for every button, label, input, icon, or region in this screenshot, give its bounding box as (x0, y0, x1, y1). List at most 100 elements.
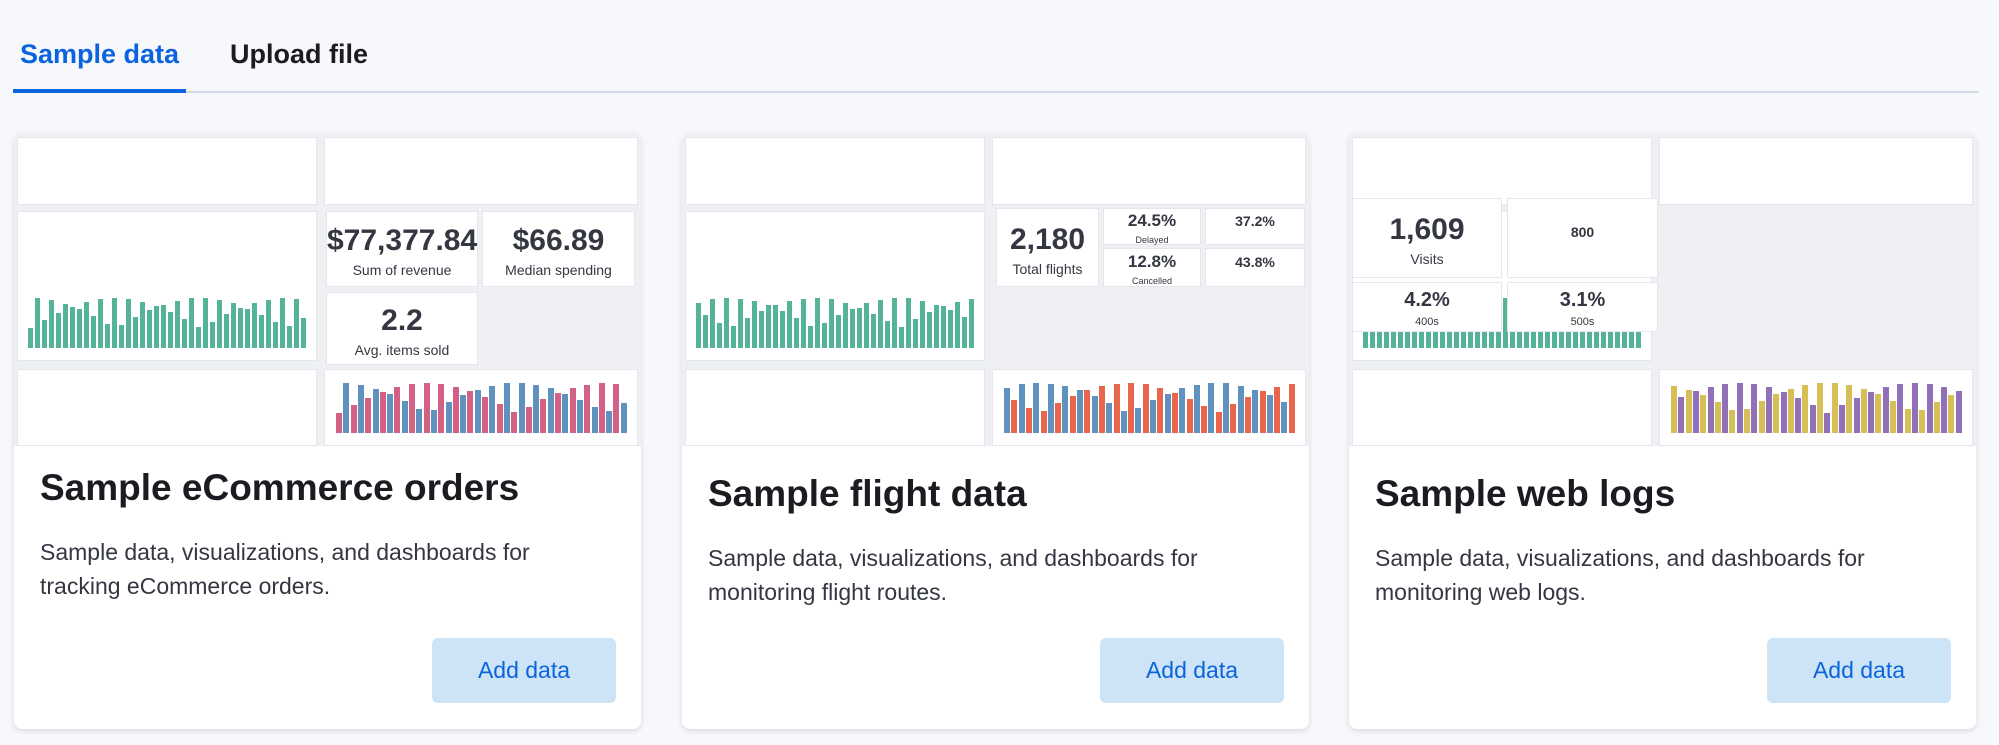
metric-value: 43.8% (1235, 253, 1275, 270)
preview-bar (224, 314, 229, 348)
metric-label: 500s (1570, 315, 1595, 328)
preview-bar (1838, 405, 1845, 433)
preview-bar (423, 383, 430, 433)
metric-panel: 43.8% (1205, 248, 1305, 287)
preview-bar (1179, 388, 1186, 433)
card-title: Sample web logs (1375, 473, 1676, 514)
preview-bar (175, 300, 180, 348)
preview-bar (350, 405, 357, 433)
metric-value: 2,180 (1009, 222, 1086, 256)
dashboard-preview: $77,377.84 Sum of revenue $66.89 Median spe… (14, 133, 641, 446)
preview-bar (1503, 298, 1508, 348)
preview-bar (1765, 387, 1772, 433)
preview-bar (452, 386, 459, 433)
preview-bar (217, 299, 222, 348)
preview-bar (920, 300, 925, 348)
preview-bar (1274, 386, 1281, 433)
preview-bar (934, 304, 939, 348)
preview-bar (1751, 384, 1758, 433)
preview-bar (1911, 383, 1918, 433)
preview-bar (91, 316, 96, 348)
card-description: Sample data, visualizations, and dashboa… (40, 539, 530, 599)
preview-bar (591, 407, 598, 433)
preview-bar (259, 314, 264, 348)
preview-bar (717, 322, 722, 348)
metric-value: 24.5% (1127, 211, 1177, 230)
preview-bar (168, 312, 173, 348)
preview-bar (210, 321, 215, 348)
preview-bar (1831, 383, 1838, 433)
preview-bar (126, 298, 131, 348)
metric-value: 3.1% (1559, 288, 1606, 311)
metric-panel: 4.2% 400s (1352, 282, 1502, 332)
preview-bar (273, 322, 278, 348)
metric-label: Avg. items sold (354, 341, 450, 358)
preview-bar (266, 299, 271, 348)
preview-bar (1433, 323, 1438, 348)
preview-bar (703, 315, 708, 348)
preview-bar (1722, 383, 1729, 433)
preview-bar (372, 389, 379, 433)
preview-bar (766, 305, 771, 348)
dashboard-preview: 2,180 Total flights 24.5% Delayed 37.2% 12.8%… (682, 133, 1309, 446)
preview-bar (1040, 410, 1047, 433)
metric-value: 1,609 (1389, 213, 1465, 246)
preview-bar (1904, 408, 1911, 433)
preview-bar (1405, 317, 1410, 348)
metric-panel: 2.2 Avg. items sold (326, 292, 478, 365)
preview-bar (1252, 389, 1259, 433)
sample-card: 2,180 Total flights 24.5% Delayed 37.2% 12.8%… (682, 133, 1309, 729)
preview-bar (416, 408, 423, 433)
preview-bar (562, 393, 569, 433)
preview-bar (430, 409, 437, 433)
preview-bar (606, 410, 613, 433)
add-data-button[interactable]: Add data (432, 638, 616, 703)
metric-panel: 24.5% Delayed (1103, 208, 1201, 245)
tab[interactable]: Sample data (13, 36, 187, 93)
preview-bar (1237, 385, 1244, 433)
preview-bar (829, 299, 834, 348)
preview-bar (836, 315, 841, 348)
preview-bar (1890, 401, 1896, 433)
tab[interactable]: Upload file (230, 39, 369, 69)
preview-bar (1106, 403, 1113, 433)
preview-bar (724, 298, 729, 348)
preview-bar (822, 322, 827, 348)
preview-bar (1142, 384, 1149, 433)
preview-bar (1882, 387, 1889, 433)
preview-bar (357, 385, 364, 433)
preview-bar (1692, 391, 1699, 433)
preview-bar (731, 325, 736, 348)
metric-panel: 800 (1507, 198, 1658, 278)
preview-bar (1868, 391, 1875, 433)
preview-panel (1659, 137, 1973, 205)
card-description: Sample data, visualizations, and dashboa… (1375, 545, 1865, 605)
preview-bar (857, 307, 862, 348)
preview-bar (948, 310, 953, 348)
add-data-button[interactable]: Add data (1100, 638, 1284, 703)
preview-bar (482, 397, 488, 433)
preview-bar (850, 308, 855, 348)
metric-value: 4.2% (1404, 288, 1450, 311)
preview-bar (294, 298, 299, 348)
preview-bar (1128, 383, 1135, 433)
preview-bar (1787, 389, 1794, 433)
preview-bar (379, 392, 386, 433)
preview-bar (1208, 383, 1215, 433)
metric-panel: 3.1% 500s (1507, 282, 1658, 332)
preview-bar (1714, 402, 1721, 433)
preview-bar (77, 309, 82, 348)
preview-bar (203, 298, 208, 348)
preview-bar (238, 307, 243, 348)
metric-panel: $77,377.84 Sum of revenue (326, 211, 478, 287)
preview-bar (1824, 412, 1831, 433)
preview-panel (1352, 369, 1652, 446)
preview-bar (1795, 398, 1802, 433)
preview-bar (438, 383, 445, 433)
add-data-button[interactable]: Add data (1767, 638, 1951, 703)
preview-bar (189, 298, 194, 348)
preview-bar (745, 318, 750, 348)
preview-bar (1853, 398, 1860, 433)
preview-bar (1011, 400, 1018, 433)
preview-bar (105, 323, 110, 348)
